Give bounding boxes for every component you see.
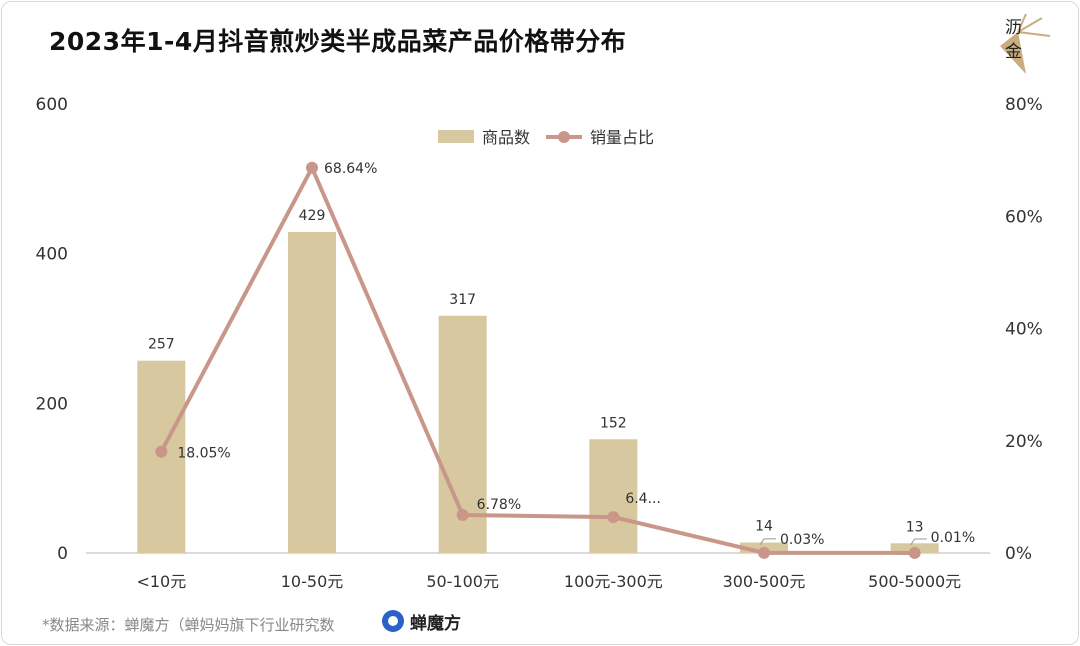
x-tick-label: 300-500元 (723, 572, 806, 591)
line-value-label: 68.64% (324, 161, 377, 177)
x-tick-label: <10元 (136, 572, 186, 591)
bar-value-label: 14 (755, 519, 773, 535)
label-leader-line (759, 538, 776, 546)
line-value-label: 6.4... (625, 491, 661, 507)
line-value-label: 6.78% (477, 497, 521, 513)
label-leader-line (910, 538, 927, 546)
line-point (758, 546, 770, 559)
legend-bar-swatch (438, 130, 474, 143)
line-value-label: 0.01% (931, 530, 975, 546)
legend-bar-label: 商品数 (482, 128, 530, 147)
legend-line-label: 销量占比 (590, 128, 654, 147)
x-tick-label: 500-5000元 (868, 572, 961, 591)
line-value-label: 18.05% (177, 446, 230, 462)
x-tick-label: 10-50元 (281, 572, 344, 591)
x-tick-label: 100元-300元 (564, 572, 663, 591)
y-left-tick-label: 600 (36, 95, 68, 115)
y-left-tick-label: 400 (36, 245, 68, 265)
y-right-tick-label: 20% (1005, 432, 1043, 452)
x-tick-label: 50-100元 (426, 572, 499, 591)
y-right-tick-label: 60% (1005, 207, 1043, 227)
brand-name: 蝉魔方 (410, 613, 461, 634)
legend-line-marker (558, 131, 570, 143)
bar-value-label: 257 (148, 337, 175, 353)
bar-value-label: 152 (600, 415, 627, 431)
lijin-logo-icon (1000, 13, 1051, 74)
source-note: *数据来源：蝉魔方（蝉妈妈旗下行业研究数 (42, 616, 335, 634)
bar-value-label: 317 (449, 292, 476, 308)
y-left-tick-label: 200 (36, 394, 68, 414)
brand-logo: 蝉魔方 (382, 606, 461, 636)
bar (589, 439, 638, 553)
line-point (908, 546, 921, 559)
y-left-tick-label: 0 (57, 544, 68, 564)
bar-value-label: 13 (906, 519, 924, 535)
line-point (306, 161, 318, 174)
y-right-tick-label: 0% (1005, 544, 1032, 564)
line-point (607, 511, 620, 524)
line-point (155, 445, 168, 458)
y-right-tick-label: 80% (1005, 95, 1043, 115)
logo-char-2: 金 (1005, 42, 1022, 62)
y-right-tick-label: 40% (1005, 320, 1043, 340)
logo-char-1: 沥 (1005, 18, 1022, 38)
line-series (159, 165, 915, 555)
bar (288, 231, 336, 553)
line-point (456, 508, 469, 521)
combo-chart: 0 200 400 600 0% 20% 40% 60% 80% 257 429 317 152 14 13… (36, 95, 1043, 591)
chart-title: 2023年1-4月抖音煎炒类半成品菜产品价格带分布 (49, 27, 627, 56)
bar-value-label: 429 (299, 208, 326, 224)
chanmofang-icon (382, 610, 404, 632)
line-value-label: 0.03% (780, 532, 824, 548)
